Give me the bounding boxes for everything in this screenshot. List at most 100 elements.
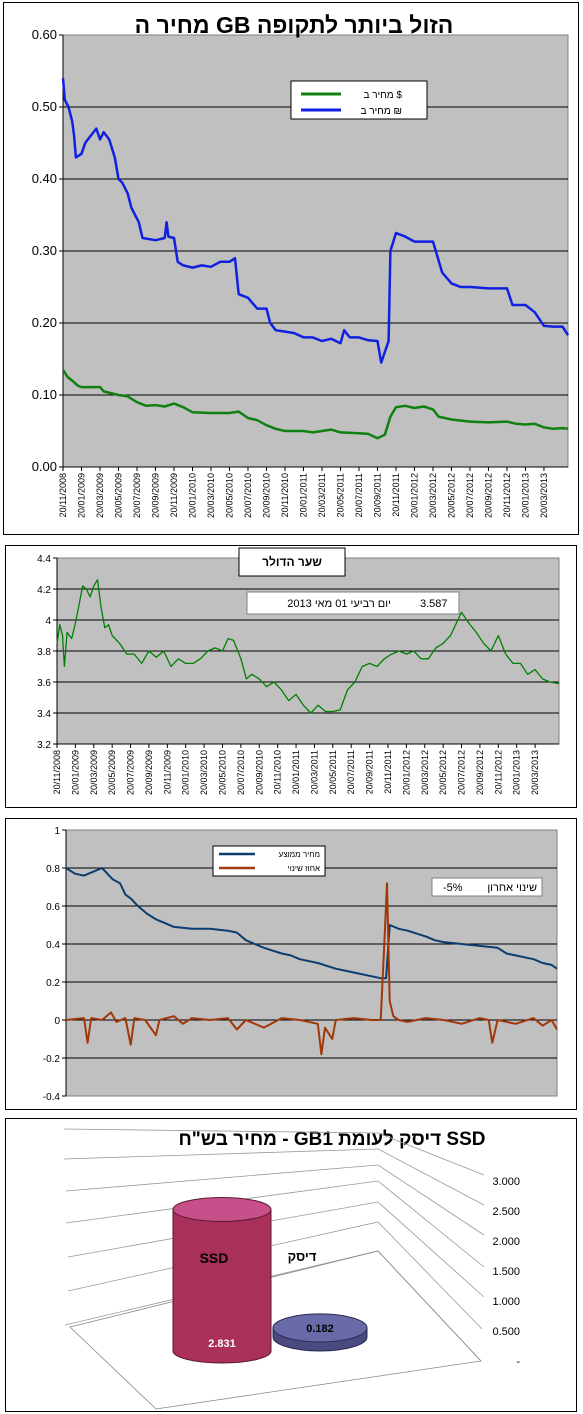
x-tick-label: 20/07/2012 (465, 473, 475, 518)
x-tick-label: 20/03/2009 (95, 473, 105, 518)
data-label-ssd: 2.831 (208, 1338, 236, 1350)
x-tick-label: 20/03/2010 (206, 473, 216, 518)
x-tick-label: 20/11/2009 (162, 750, 172, 794)
x-tick-label: 20/03/2010 (199, 750, 209, 795)
y-tick-label: 4 (45, 616, 51, 627)
dollar-rate-chart-panel: 3.2 3.4 3.6 3.8 4 4.2 4.4 20/11/2008 20/01/2009 2… (5, 545, 577, 808)
y-tick-label: 0.30 (32, 243, 57, 258)
y-tick-label: 0.2 (46, 978, 60, 989)
chart-title: מחיר ה GB הזול ביותר לתקופה (135, 12, 454, 38)
series-line-1 (56, 579, 560, 714)
y-tick-label: 4.2 (37, 585, 51, 596)
x-tick-label: 20/07/2009 (132, 473, 142, 518)
x-tick-label: 20/11/2010 (280, 473, 290, 517)
y-tick-label: 0.20 (32, 315, 57, 330)
gridline (63, 1128, 485, 1176)
x-tick-label: 20/09/2009 (144, 750, 154, 795)
series-line-1 (65, 867, 558, 980)
x-tick-label: 20/07/2012 (457, 750, 467, 795)
y-tick-label: 0 (54, 1016, 60, 1027)
x-tick-label: 20/05/2011 (335, 473, 345, 517)
x-tick-label: 20/03/2012 (428, 473, 438, 518)
y-tick-label: -0.2 (43, 1054, 61, 1065)
x-tick-label: 20/01/2011 (291, 750, 301, 794)
x-tick-label: 20/01/2010 (187, 473, 197, 518)
x-tick-label: 20/11/2012 (502, 473, 512, 517)
x-tick-label: 20/05/2010 (217, 750, 227, 795)
x-tick-label: 20/09/2012 (475, 750, 485, 795)
y-tick-label: 0.00 (32, 459, 57, 474)
legend-box (290, 80, 428, 120)
chart-title: שער הדולר (262, 555, 322, 569)
gb-price-chart: 0.00 0.10 0.20 0.30 0.40 0.50 0.60 20/11/2008 20… (32, 12, 570, 518)
x-tick-label: 20/05/2009 (113, 473, 123, 518)
y-tick-label: 3.4 (37, 709, 51, 720)
ssd-vs-disk-chart: מחיר בש"ח - GB1 דיסק לעומת SSD - 0.500 1.00… (63, 1128, 520, 1410)
y-tick-label: 3.6 (37, 678, 51, 689)
x-tick-label: 20/05/2010 (224, 473, 234, 518)
x-tick-label: 20/09/2012 (483, 473, 493, 518)
dollar-rate-chart: 3.2 3.4 3.6 3.8 4 4.2 4.4 20/11/2008 20/01/2009 2… (37, 547, 560, 795)
gridline (63, 1148, 485, 1206)
x-tick-label: 20/11/2011 (391, 473, 401, 517)
floor (69, 1250, 482, 1410)
avg-price-change-chart-panel: -0.4 -0.2 0 0.2 0.4 0.6 0.8 1 מחיר ממוצע אחוז שינ… (5, 818, 577, 1110)
annotation-box (431, 877, 543, 897)
legend-box (212, 845, 326, 877)
x-tick-label: 20/03/2011 (309, 750, 319, 794)
annotation-text: שינוי אחרון (487, 882, 537, 894)
x-tick-label: 20/11/2011 (383, 750, 393, 794)
x-tick-label: 20/03/2012 (420, 750, 430, 795)
series-line-2 (65, 882, 558, 1056)
y-tick-label: 0.8 (46, 864, 60, 875)
y-tick-label: 2.500 (492, 1206, 520, 1218)
x-tick-label: 20/07/2010 (243, 473, 253, 518)
x-tick-label: 20/09/2011 (365, 750, 375, 794)
x-tick-label: 20/03/2011 (317, 473, 327, 517)
y-tick-label: 4.4 (37, 554, 51, 565)
y-tick-label: 1.000 (492, 1296, 520, 1308)
x-tick-label: 20/01/2010 (181, 750, 191, 795)
x-tick-label: 20/03/2009 (89, 750, 99, 795)
y-tick-label: 1 (54, 826, 60, 837)
x-tick-label: 20/07/2011 (354, 473, 364, 517)
annotation-text: יום רביעי 01 מאי 2013 (287, 598, 391, 610)
x-tick-label: 20/01/2013 (520, 473, 530, 518)
x-tick-label: 20/11/2010 (273, 750, 283, 794)
category-label-disk: דיסק (288, 1249, 317, 1264)
bar-disk-top (272, 1313, 368, 1343)
y-tick-label: -0.4 (43, 1092, 61, 1103)
y-tick-label: 1.500 (492, 1266, 520, 1278)
y-tick-label: 0.10 (32, 387, 57, 402)
x-tick-label: 20/01/2011 (298, 473, 308, 517)
series-line-1 (61, 369, 569, 440)
x-tick-label: 20/01/2012 (409, 473, 419, 518)
x-tick-label: 20/11/2009 (169, 473, 179, 517)
legend-label: אחוז שינוי (288, 864, 320, 873)
x-tick-label: 20/01/2009 (70, 750, 80, 795)
x-tick-label: 20/11/2012 (493, 750, 503, 794)
y-tick-label: 0.4 (46, 940, 60, 951)
x-tick-label: 20/01/2013 (512, 750, 522, 795)
x-tick-label: 20/01/2009 (76, 473, 86, 518)
annotation-box (246, 591, 460, 615)
x-tick-label: 20/09/2009 (150, 473, 160, 518)
y-tick-label: 0.40 (32, 171, 57, 186)
x-tick-label: 20/05/2012 (438, 750, 448, 795)
y-tick-label: 2.000 (492, 1236, 520, 1248)
bar-ssd-top (172, 1196, 272, 1222)
x-tick-label: 20/05/2012 (446, 473, 456, 518)
legend-label: מחיר ממוצע (279, 850, 320, 859)
chart-title: מחיר בש"ח - GB1 דיסק לעומת SSD (178, 1129, 485, 1150)
y-tick-label: 3.8 (37, 647, 51, 658)
x-tick-label: 20/07/2011 (346, 750, 356, 794)
x-tick-label: 20/11/2008 (52, 750, 62, 794)
gridline (67, 1221, 483, 1330)
title-box (238, 547, 346, 577)
y-tick-label: 0.6 (46, 902, 60, 913)
y-tick-label: 3.000 (492, 1176, 520, 1188)
ssd-vs-disk-chart-panel: מחיר בש"ח - GB1 דיסק לעומת SSD - 0.500 1.00… (5, 1118, 577, 1412)
legend-label: מחיר ב ₪ (361, 106, 402, 117)
x-tick-label: 20/01/2012 (401, 750, 411, 795)
gb-price-chart-panel: 0.00 0.10 0.20 0.30 0.40 0.50 0.60 20/11/2008 20… (3, 2, 579, 535)
